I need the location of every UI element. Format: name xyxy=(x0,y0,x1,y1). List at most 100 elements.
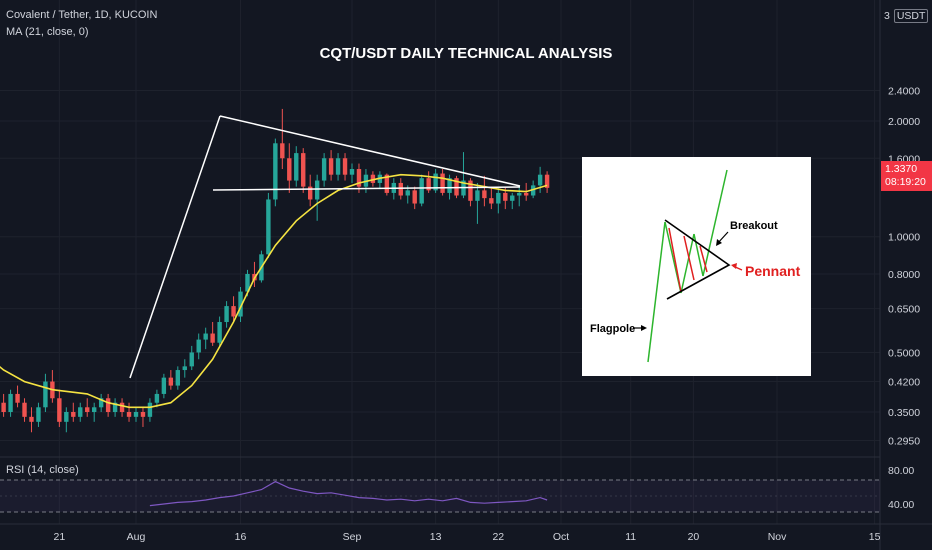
bar-countdown: 08:19:20 xyxy=(885,176,926,188)
candle-body xyxy=(1,402,6,412)
pennant-pattern-drawing xyxy=(129,115,521,379)
pennant-lower-line xyxy=(212,186,521,191)
candle-body xyxy=(405,190,410,196)
time-tick-label: 13 xyxy=(430,531,442,543)
candle-body xyxy=(105,398,111,412)
candle-body xyxy=(398,182,403,196)
currency-selector[interactable]: 3 USDT xyxy=(884,9,929,23)
candle-body xyxy=(412,190,417,204)
candle-body xyxy=(168,377,174,386)
candle-body xyxy=(15,393,20,403)
price-tick-label: 1.0000 xyxy=(888,232,920,244)
candle-body xyxy=(349,169,355,175)
time-tick-label: 20 xyxy=(688,531,700,543)
candle-body xyxy=(517,192,522,196)
candle-body xyxy=(307,186,313,200)
candle-body xyxy=(126,412,132,417)
inset-pennant-label: Pennant xyxy=(745,263,801,279)
candle-body xyxy=(328,158,334,175)
time-tick-label: Aug xyxy=(127,531,146,543)
candle-body xyxy=(433,173,438,191)
symbol-label[interactable]: Covalent / Tether, 1D, KUCOIN xyxy=(6,9,158,21)
price-tick-label: 0.5000 xyxy=(888,347,920,359)
rsi-tick-80: 80.00 xyxy=(888,465,914,477)
candle-body xyxy=(43,381,48,408)
price-tick-label: 2.0000 xyxy=(888,116,920,128)
pennant-illustration: Breakout Pennant Flagpole xyxy=(582,157,811,376)
candle-body xyxy=(447,178,452,193)
time-tick-label: Oct xyxy=(553,531,569,543)
candle-body xyxy=(301,153,306,187)
candle-body xyxy=(280,143,285,159)
price-axis[interactable]: 2.40002.00001.60001.00000.80000.65000.50… xyxy=(888,86,920,448)
rsi-line xyxy=(149,480,548,507)
time-tick-label: Sep xyxy=(343,531,362,543)
candle-body xyxy=(91,407,97,412)
currency-label: USDT xyxy=(893,9,929,23)
price-tick-label: 2.4000 xyxy=(888,86,920,98)
candle-body xyxy=(64,412,69,422)
candle-body xyxy=(196,339,201,353)
candle-body xyxy=(224,306,229,323)
price-tick-label: 0.6500 xyxy=(888,304,920,316)
candle-body xyxy=(78,407,83,417)
candle-body xyxy=(231,306,236,317)
candle-body xyxy=(370,174,376,183)
candle-body xyxy=(189,352,194,367)
candle-body xyxy=(161,377,167,394)
inset-breakout xyxy=(702,169,728,277)
candle-body xyxy=(510,195,515,201)
candle-body xyxy=(496,192,501,204)
inset-flagpole-label: Flagpole xyxy=(590,323,635,335)
rsi-pane: 80.00 40.00 xyxy=(0,465,914,513)
ma-indicator-label[interactable]: MA (21, close, 0) xyxy=(6,26,89,38)
candle-body xyxy=(287,158,292,181)
inset-breakout-label: Breakout xyxy=(730,220,778,232)
candle-body xyxy=(419,178,424,204)
candle-body xyxy=(294,153,299,181)
pennant-upper-line xyxy=(219,115,521,187)
time-axis[interactable]: 21 Aug 16 Sep 13 22 Oct 11 20 Nov 15 xyxy=(54,531,881,543)
rsi-tick-40: 40.00 xyxy=(888,499,914,511)
candle-body xyxy=(57,398,62,422)
candle-body xyxy=(119,402,125,412)
time-tick-label: 21 xyxy=(54,531,66,543)
candle-body xyxy=(440,173,445,193)
candle-body xyxy=(36,407,41,422)
candle-body xyxy=(266,199,271,255)
candle-body xyxy=(489,198,494,204)
candle-body xyxy=(475,190,480,201)
candle-body xyxy=(8,393,13,412)
candle-body xyxy=(245,273,250,292)
price-tick-label: 0.8000 xyxy=(888,269,920,281)
flagpole-line xyxy=(129,115,221,379)
time-tick-label: Nov xyxy=(768,531,787,543)
candle-body xyxy=(523,192,529,196)
candlestick-series xyxy=(1,108,550,433)
rsi-indicator-label[interactable]: RSI (14, close) xyxy=(6,464,79,476)
inset-flagpole xyxy=(647,221,666,363)
candle-body xyxy=(112,402,118,412)
candle-body xyxy=(175,370,181,386)
currency-prefix: 3 xyxy=(884,10,890,22)
candle-body xyxy=(203,333,208,340)
candle-body xyxy=(133,412,139,417)
candle-body xyxy=(71,412,76,417)
time-tick-label: 22 xyxy=(492,531,504,543)
candle-body xyxy=(530,185,536,196)
candle-body xyxy=(384,174,390,193)
candle-body xyxy=(544,174,550,188)
candle-body xyxy=(314,180,320,200)
time-tick-label: 16 xyxy=(235,531,247,543)
candle-body xyxy=(140,412,146,417)
time-tick-label: 15 xyxy=(869,531,881,543)
candle-body xyxy=(468,180,473,201)
candle-body xyxy=(210,333,215,343)
inset-pennant-triangle xyxy=(664,219,731,300)
candle-body xyxy=(98,398,104,408)
ma-line xyxy=(0,173,548,409)
candle-body xyxy=(335,158,341,175)
candle-body xyxy=(85,407,90,412)
chart-title: CQT/USDT DAILY TECHNICAL ANALYSIS xyxy=(320,45,613,62)
